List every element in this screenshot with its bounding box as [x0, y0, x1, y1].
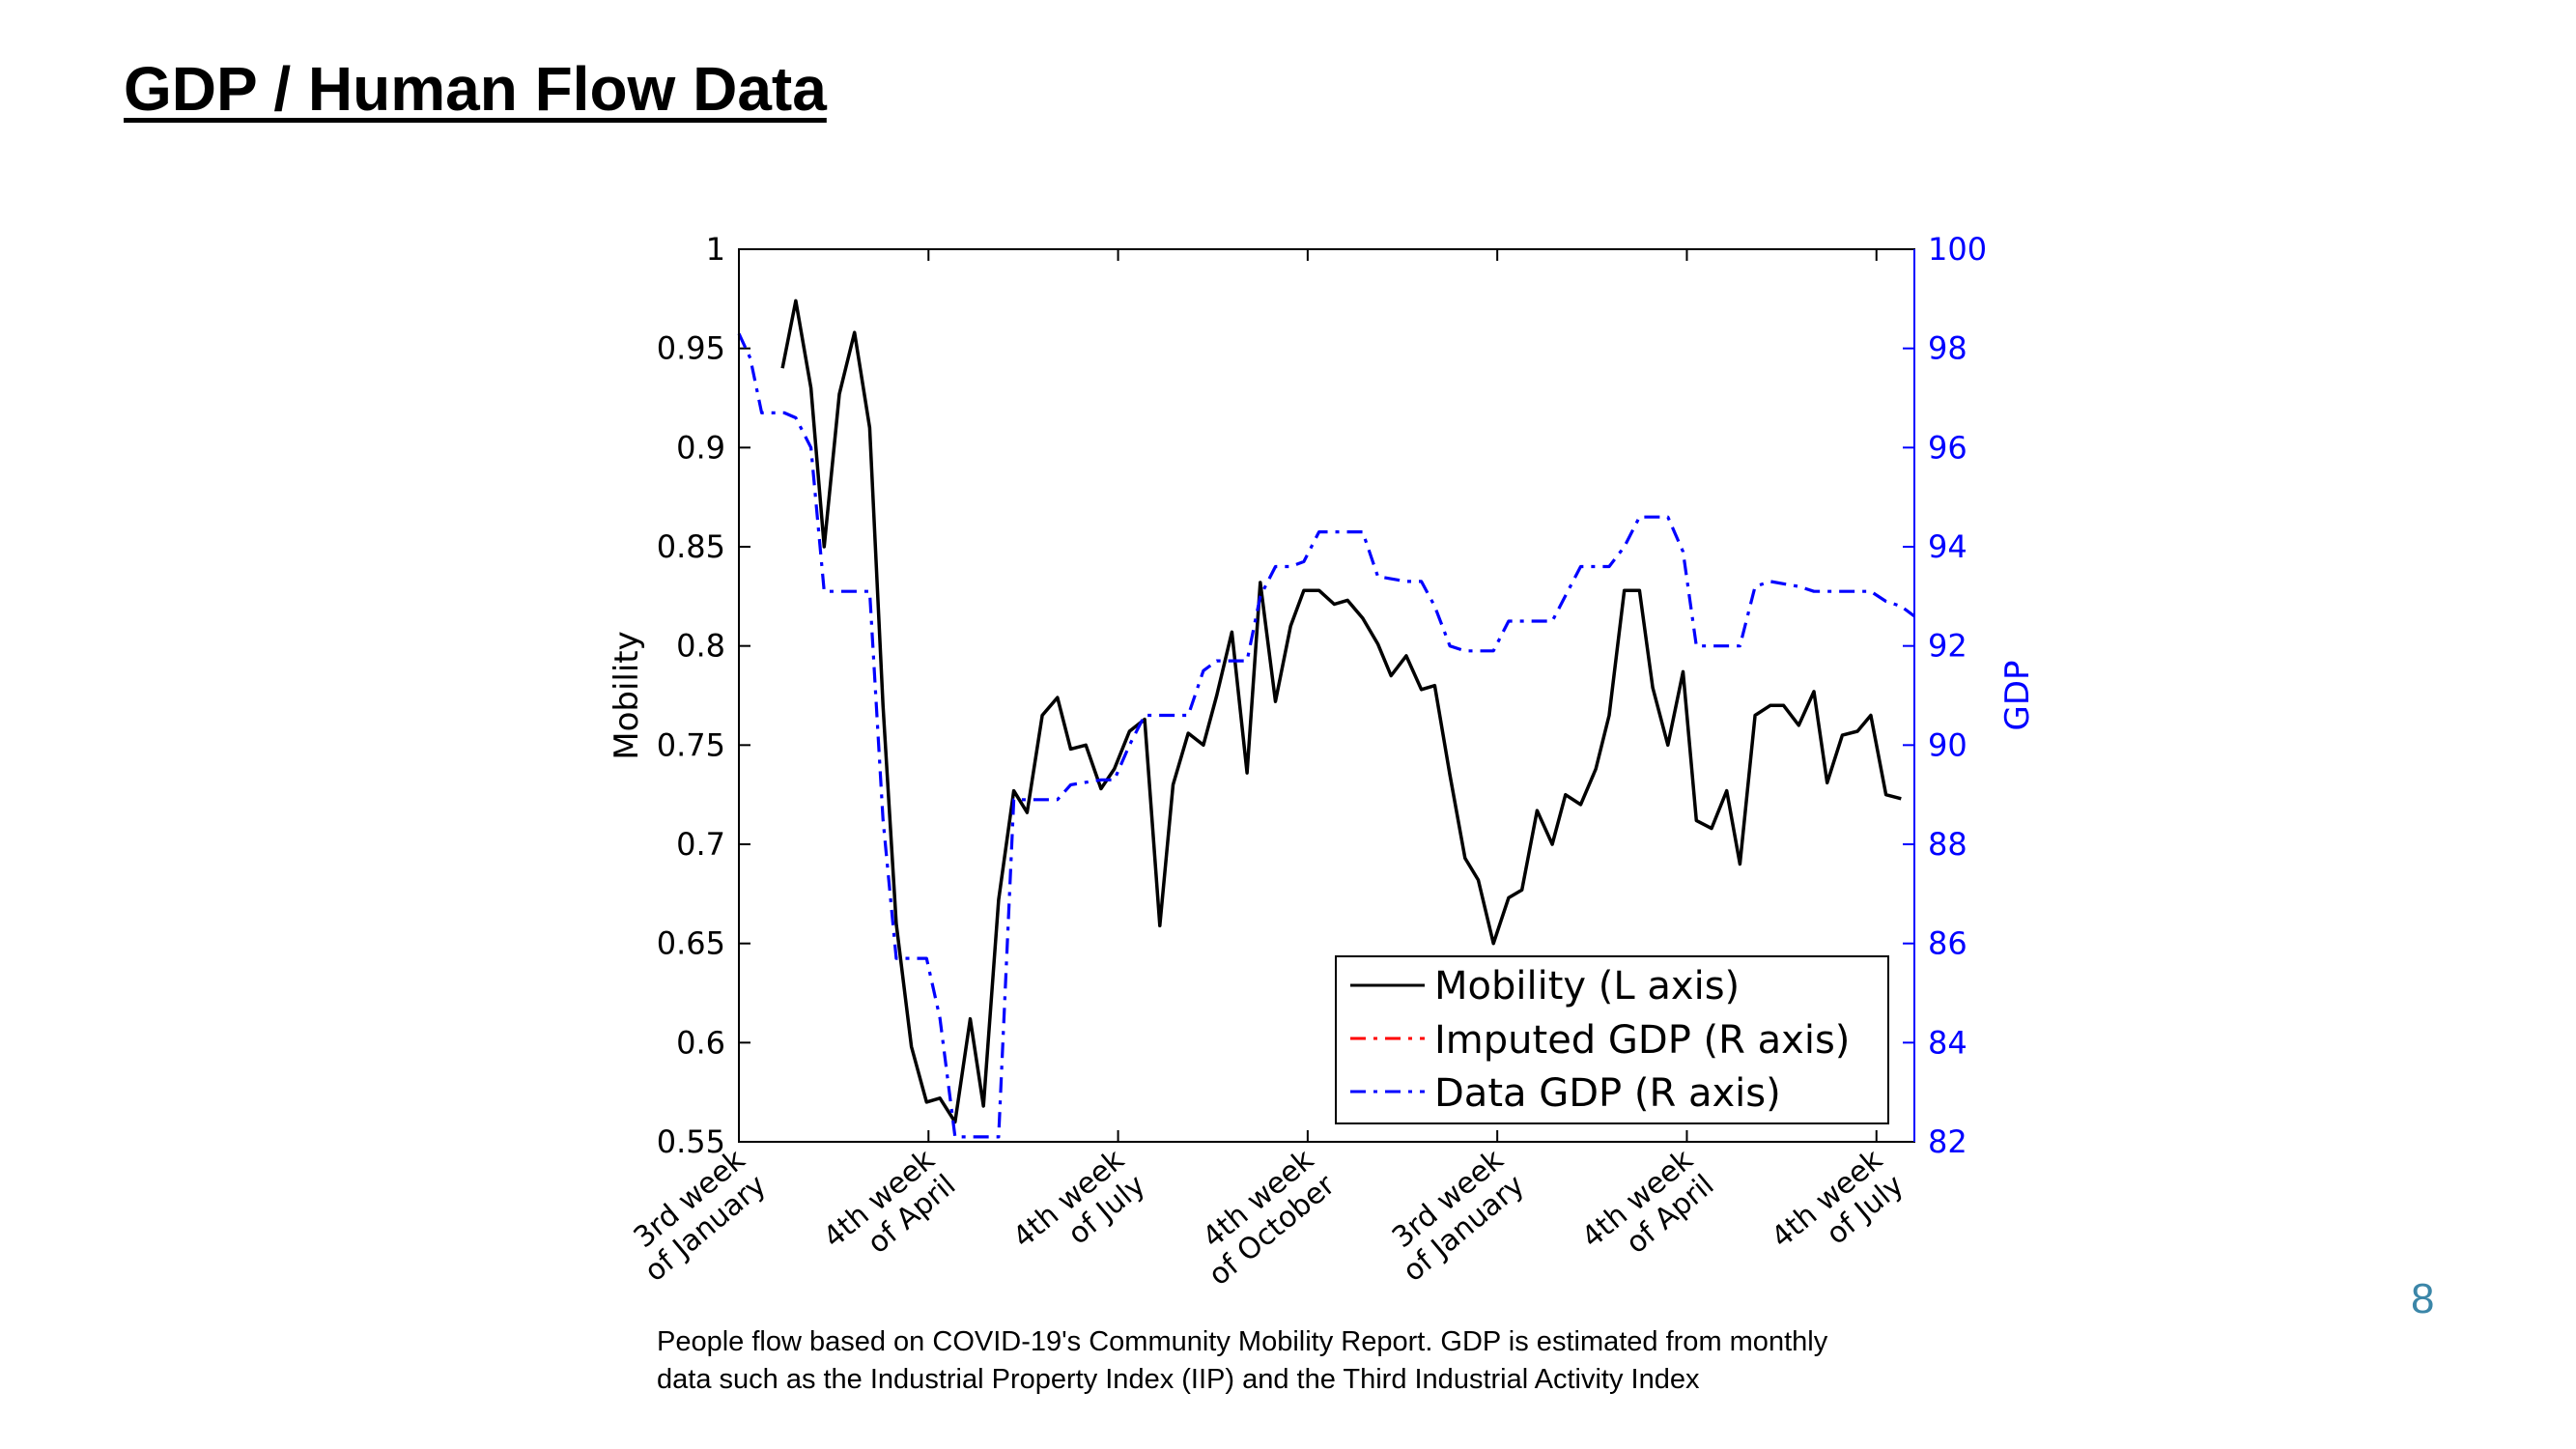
caption-line-1: People flow based on COVID-19's Communit… [657, 1326, 1828, 1357]
right-axis-tick-labels: 82 84 86 88 90 92 94 96 98 100 [1928, 231, 1987, 1160]
left-axis-tick-labels: 0.55 0.6 0.65 0.7 0.75 0.8 0.85 0.9 0.95 1 [657, 231, 725, 1160]
left-tick-label: 0.8 [676, 628, 725, 665]
legend-box [1335, 955, 1889, 1124]
right-tick-label: 100 [1928, 231, 1987, 268]
legend: Mobility (L axis) Imputed GDP (R axis) D… [1335, 955, 1889, 1124]
left-tick-label: 0.7 [676, 826, 725, 863]
series-layer [737, 298, 1915, 1139]
right-tick-label: 84 [1928, 1024, 1967, 1061]
right-tick-label: 94 [1928, 528, 1967, 565]
caption-line-2: data such as the Industrial Property Ind… [657, 1364, 1700, 1395]
right-tick-label: 98 [1928, 330, 1967, 367]
chart-caption: People flow based on COVID-19's Communit… [657, 1323, 1932, 1399]
left-tick-label: 0.85 [657, 528, 725, 565]
left-tick-label: 0.6 [676, 1024, 725, 1061]
left-tick-label: 0.9 [676, 429, 725, 466]
right-axis-label: GDP [1998, 660, 2037, 730]
left-tick-label: 0.65 [657, 925, 725, 962]
series-line-2 [737, 332, 1915, 1139]
series-line-0 [780, 298, 1902, 1124]
page-number: 8 [2411, 1275, 2435, 1322]
left-tick-label: 0.55 [657, 1123, 725, 1160]
left-tick-label: 0.75 [657, 726, 725, 763]
legend-label-data-gdp: Data GDP (R axis) [1434, 1071, 1781, 1116]
right-tick-label: 92 [1928, 628, 1967, 665]
legend-label-mobility: Mobility (L axis) [1434, 964, 1740, 1009]
right-tick-label: 88 [1928, 826, 1967, 863]
left-axis-label: Mobility [608, 631, 646, 760]
left-tick-label: 0.95 [657, 330, 725, 367]
right-tick-label: 86 [1928, 925, 1967, 962]
slide-title: GDP / Human Flow Data [124, 54, 827, 124]
legend-label-imputed-gdp: Imputed GDP (R axis) [1434, 1018, 1850, 1063]
left-tick-label: 1 [706, 231, 725, 268]
right-tick-label: 82 [1928, 1123, 1967, 1160]
right-tick-label: 96 [1928, 429, 1967, 466]
right-tick-label: 90 [1928, 726, 1967, 763]
